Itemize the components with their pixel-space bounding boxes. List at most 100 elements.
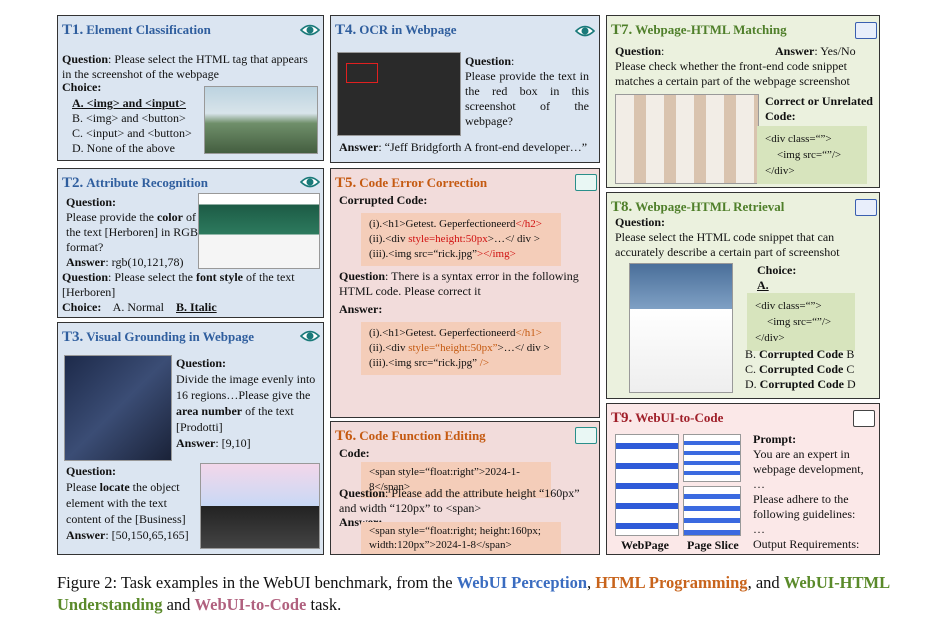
text: … bbox=[753, 522, 765, 536]
text: B. Italic bbox=[176, 300, 217, 314]
text: Question: bbox=[615, 215, 666, 229]
screenshot-image bbox=[200, 463, 320, 549]
text: D bbox=[844, 377, 856, 391]
text-block: C. Corrupted Code C bbox=[745, 362, 854, 377]
text: Answer bbox=[66, 528, 106, 542]
text: <img src=“”/> bbox=[767, 316, 832, 328]
text: B bbox=[843, 347, 855, 361]
text: : [9,10] bbox=[215, 436, 251, 450]
text: Choice: bbox=[62, 80, 102, 94]
text-block: Corrupted Code: bbox=[339, 193, 427, 208]
block: (ii).<div style=“height:50px”>…</ div > bbox=[369, 341, 553, 356]
text: , bbox=[587, 573, 596, 592]
code-box: (i).<h1>Getest. Geperfectioneerd</h1> (i… bbox=[361, 322, 561, 375]
text: ></img> bbox=[477, 248, 516, 260]
text-block: Choice: A. Normal B. Italic bbox=[62, 300, 217, 315]
text: C. bbox=[745, 362, 760, 376]
text: of the text [Prodotti] bbox=[176, 404, 294, 434]
text: : Yes/No bbox=[814, 44, 856, 58]
text: task. bbox=[306, 595, 342, 614]
text: Choice: bbox=[62, 300, 102, 314]
text: >…</ div > bbox=[497, 342, 550, 354]
text-block: Answer: [50,150,65,165] bbox=[66, 528, 189, 543]
text: HTML Programming bbox=[595, 573, 748, 592]
text: Webpage-HTML Matching bbox=[635, 22, 787, 37]
text: Please select the HTML code snippet that… bbox=[615, 230, 840, 259]
text: (i).<h1>Getest. Geperfectioneerd bbox=[369, 327, 516, 339]
text: Corrupted Code: bbox=[339, 193, 428, 207]
screenshot-image bbox=[683, 486, 741, 536]
text: Code: bbox=[339, 446, 370, 460]
text: Attribute Recognition bbox=[86, 175, 208, 190]
text: Answer bbox=[66, 255, 106, 269]
panel-t7: T7. Webpage-HTML Matching Question: Answe… bbox=[606, 15, 880, 188]
text-block: Page Slice bbox=[687, 538, 739, 553]
screenshot-image bbox=[629, 263, 733, 393]
code-box: (i).<h1>Getest. Geperfectioneerd</h2> (i… bbox=[361, 213, 561, 266]
text-block: Question: Please select the HTML tag tha… bbox=[62, 52, 318, 82]
block: (iii).<img src=“rick.jpg” /> bbox=[369, 356, 553, 371]
text-block: Question: Please select the font style o… bbox=[62, 270, 318, 300]
text: Prompt: bbox=[753, 432, 797, 446]
text: Answer: bbox=[339, 302, 383, 316]
block: (i).<h1>Getest. Geperfectioneerd</h1> bbox=[369, 326, 553, 341]
text: style=“height:50px” bbox=[408, 342, 498, 354]
panel-t3: T3. Visual Grounding in Webpage Question:… bbox=[57, 322, 324, 555]
text: T6. bbox=[335, 428, 357, 444]
text: </div> bbox=[755, 332, 785, 344]
text: Page Slice bbox=[687, 538, 739, 552]
panel-title: T2. Attribute Recognition bbox=[62, 174, 208, 192]
text-block: Code: bbox=[339, 446, 370, 461]
code-box: <div class=“”> <img src=“”/> </div> bbox=[757, 126, 867, 184]
text: Webpage-HTML Retrieval bbox=[635, 199, 785, 214]
code-box: <div class=“”> <img src=“”/> </div> bbox=[747, 293, 855, 351]
text: Output Requirements: bbox=[753, 537, 860, 551]
text: Question: bbox=[66, 195, 117, 209]
text: C bbox=[843, 362, 855, 376]
text: Please provide the bbox=[66, 210, 157, 224]
text: </h1> bbox=[515, 327, 542, 339]
text-block: Question: Divide the image evenly into 16… bbox=[176, 355, 321, 451]
text: (iii).<img src=“rick.jpg” bbox=[369, 248, 478, 260]
text: </h2> bbox=[515, 218, 542, 230]
text-block: Question: Please locate the object elemen… bbox=[66, 463, 196, 527]
text: color bbox=[156, 210, 183, 224]
text: : [50,150,65,165] bbox=[105, 528, 189, 542]
text-block: Question: bbox=[615, 44, 665, 58]
code-icon bbox=[855, 22, 877, 39]
eye-icon bbox=[575, 23, 595, 39]
screenshot-image bbox=[64, 355, 172, 461]
text: : Please select the HTML tag that appear… bbox=[62, 52, 308, 81]
code-icon bbox=[855, 199, 877, 216]
text-block: Question: Please provide the color of the… bbox=[66, 195, 198, 270]
text: A. bbox=[757, 278, 769, 292]
panel-title: T6. Code Function Editing bbox=[335, 427, 486, 445]
eye-icon bbox=[300, 328, 320, 344]
block: (iii).<img src=“rick.jpg”></img> bbox=[369, 247, 553, 262]
text: and bbox=[162, 595, 195, 614]
text-block: Answer: Yes/No bbox=[775, 44, 856, 59]
panel-title: T9. WebUI-to-Code bbox=[611, 409, 723, 427]
text: Question bbox=[339, 486, 386, 500]
text: : Please add the attribute height “160px… bbox=[339, 486, 580, 515]
caption: Figure 2: Task examples in the WebUI ben… bbox=[57, 572, 907, 616]
text: Choice: bbox=[757, 263, 797, 277]
text: (i).<h1>Getest. Geperfectioneerd bbox=[369, 218, 516, 230]
screenshot-image bbox=[615, 94, 759, 184]
block: (ii).<div style=height:50px>…</ div > bbox=[369, 232, 553, 247]
screenshot-image bbox=[683, 434, 741, 482]
panel-title: T4. OCR in Webpage bbox=[335, 21, 457, 39]
text: WebPage bbox=[621, 538, 669, 552]
text: WebUI-to-Code bbox=[635, 410, 724, 425]
text: (iii).<img src=“rick.jpg” bbox=[369, 357, 480, 369]
text: WebUI-HTML Understanding bbox=[57, 573, 890, 614]
text: Question bbox=[465, 54, 512, 68]
code-icon bbox=[575, 174, 597, 191]
text: You are an expert in webpage development… bbox=[753, 447, 864, 491]
panel-t1: T1. Element Classification Question: Plea… bbox=[57, 15, 324, 161]
text-block: Question: There is a syntax error in the… bbox=[339, 269, 595, 299]
text-block: Correct or Unrelated Code: bbox=[765, 94, 875, 124]
text: Corrupted Code bbox=[759, 377, 844, 391]
panel-title: T7. Webpage-HTML Matching bbox=[611, 21, 787, 39]
screenshot-image bbox=[198, 193, 320, 269]
